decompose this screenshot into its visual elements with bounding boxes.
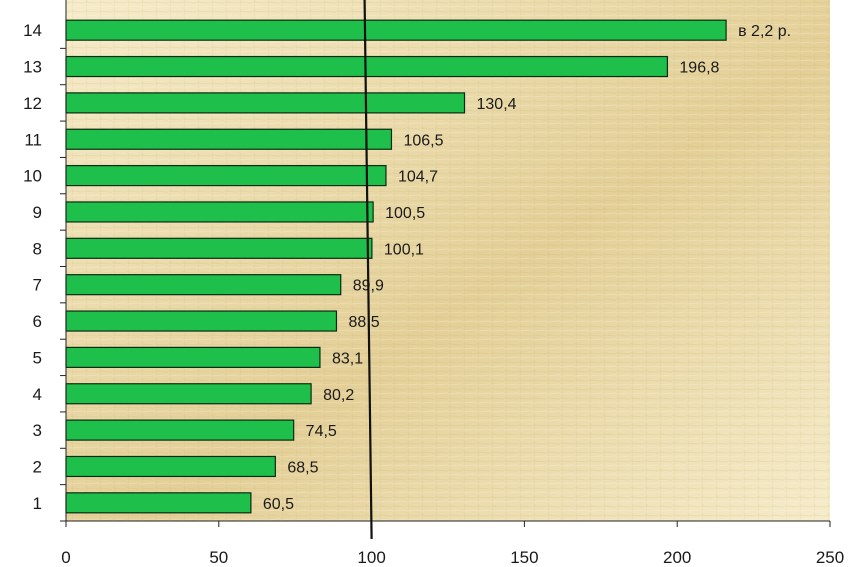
category-label-12: 12 — [23, 94, 42, 113]
category-label-9: 9 — [33, 203, 42, 222]
category-label-4: 4 — [33, 385, 42, 404]
data-label-12: 130,4 — [477, 96, 517, 113]
x-tick-label-200: 200 — [663, 548, 691, 567]
bar-1 — [65, 492, 252, 514]
bar-8 — [65, 237, 373, 259]
data-label-4: 80,2 — [323, 387, 354, 404]
data-label-11: 106,5 — [403, 132, 443, 149]
parchment-texture — [66, 0, 830, 521]
data-label-8: 100,1 — [384, 241, 424, 258]
data-label-3: 74,5 — [306, 423, 337, 440]
bar-5 — [65, 346, 321, 368]
category-label-11: 11 — [24, 130, 42, 149]
bar-11 — [65, 128, 393, 150]
data-label-2: 68,5 — [287, 459, 318, 476]
data-label-10: 104,7 — [398, 169, 438, 186]
x-tick-label-100: 100 — [357, 548, 385, 567]
data-labels-layer: 60,568,574,580,283,188,589,9100,1100,510… — [263, 23, 791, 513]
data-label-13: 196,8 — [679, 60, 719, 77]
bar-2 — [65, 455, 276, 478]
category-label-13: 13 — [23, 58, 42, 77]
bar-4 — [65, 383, 312, 405]
bar-13 — [65, 55, 669, 78]
bar-7 — [65, 274, 342, 296]
category-label-5: 5 — [33, 348, 42, 367]
data-label-9: 100,5 — [385, 205, 425, 222]
category-label-2: 2 — [33, 457, 42, 476]
category-label-3: 3 — [33, 421, 42, 440]
bar-3 — [65, 419, 295, 441]
data-label-5: 83,1 — [332, 350, 363, 367]
bar-9 — [65, 201, 374, 223]
category-label-6: 6 — [33, 312, 42, 331]
bar-12 — [65, 92, 466, 114]
category-label-10: 10 — [23, 167, 42, 186]
data-label-1: 60,5 — [263, 496, 294, 513]
category-label-7: 7 — [33, 276, 42, 295]
bar-6 — [65, 310, 338, 332]
category-label-1: 1 — [33, 494, 42, 513]
category-label-8: 8 — [33, 239, 42, 258]
data-label-14: в 2,2 р. — [738, 23, 791, 40]
x-tick-label-0: 0 — [61, 548, 70, 567]
x-tick-label-250: 250 — [816, 548, 844, 567]
x-tick-label-50: 50 — [209, 548, 228, 567]
bar-10 — [65, 165, 387, 187]
x-tick-label-150: 150 — [510, 548, 538, 567]
bar-14 — [65, 19, 727, 41]
reference-line-100 — [363, 0, 373, 540]
category-label-14: 14 — [23, 21, 42, 40]
data-label-6: 88,5 — [348, 314, 379, 331]
